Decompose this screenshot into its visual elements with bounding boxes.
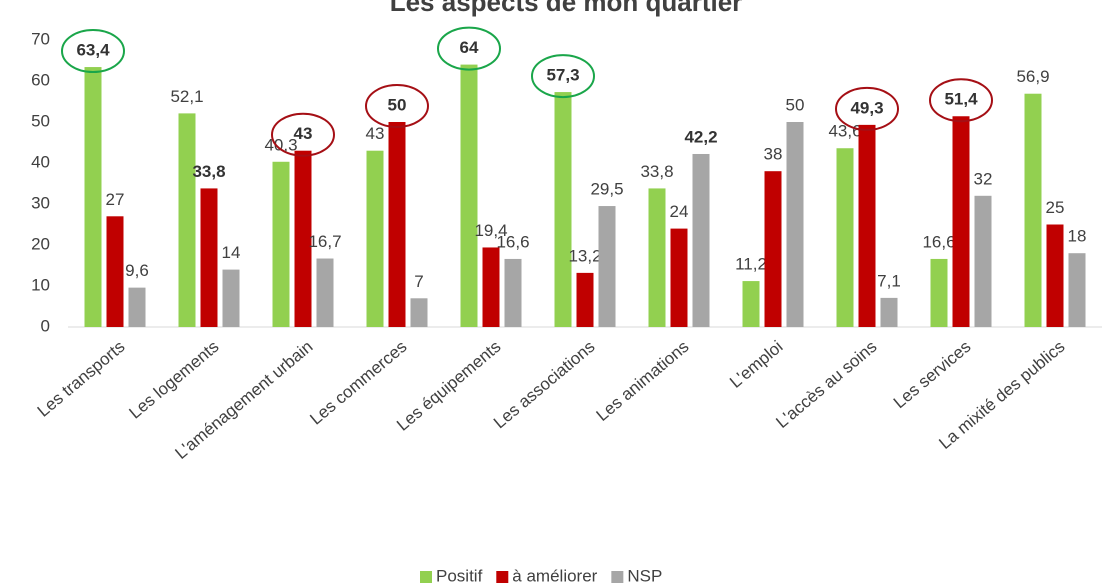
data-label: 16,6: [496, 232, 529, 251]
data-label: 50: [388, 95, 407, 114]
data-label: 14: [222, 243, 241, 262]
data-label: 16,6: [922, 232, 955, 251]
bar: [1024, 93, 1042, 328]
data-label: 33,8: [192, 162, 225, 181]
y-tick-label: 70: [31, 29, 50, 48]
x-tick-label: Les transports: [34, 337, 129, 421]
y-tick-label: 60: [31, 70, 50, 89]
highlight-circle: [365, 84, 429, 128]
data-label: 52,1: [170, 87, 203, 106]
bar: [598, 206, 616, 327]
data-label: 38: [764, 145, 783, 164]
x-tick-label: L'emploi: [726, 337, 786, 392]
y-tick-label: 30: [31, 193, 50, 212]
data-label: 25: [1046, 198, 1065, 217]
bar: [858, 124, 876, 328]
bar: [742, 281, 760, 327]
bar: [670, 228, 688, 327]
data-label: 11,2: [735, 255, 767, 274]
x-tick-label: Les commerces: [306, 337, 410, 429]
data-label: 9,6: [125, 261, 149, 280]
bar: [316, 258, 334, 327]
highlight-circle: [437, 26, 501, 71]
bar: [554, 92, 572, 327]
bar: [1068, 253, 1086, 327]
bar: [410, 298, 428, 327]
data-label: 43: [294, 124, 313, 143]
bar: [836, 148, 854, 327]
bar: [84, 67, 102, 327]
data-label: 43,6: [828, 122, 861, 141]
data-label: 7,1: [877, 271, 901, 290]
x-tick-label: L'accès au soins: [772, 337, 880, 432]
bar: [974, 195, 992, 327]
data-label: 64: [460, 38, 479, 57]
y-tick-label: 20: [31, 234, 50, 253]
bar: [576, 272, 594, 327]
data-label: 24: [670, 202, 689, 221]
data-label: 19,4: [474, 221, 507, 240]
x-tick-label: Les animations: [593, 337, 693, 425]
data-label: 32: [974, 169, 993, 188]
bar: [178, 113, 196, 327]
legend-label: à améliorer: [512, 566, 597, 585]
bar: [460, 64, 478, 327]
bar: [482, 247, 500, 327]
legend-swatch: [496, 571, 509, 583]
highlight-circle: [61, 29, 125, 74]
data-label: 42,2: [684, 127, 717, 146]
data-label: 43: [366, 124, 385, 143]
data-label: 33,8: [640, 162, 673, 181]
bar: [504, 258, 522, 327]
y-tick-label: 40: [31, 152, 50, 171]
highlight-circle: [271, 112, 335, 157]
data-label: 57,3: [546, 66, 579, 85]
highlight-circle: [835, 86, 899, 131]
bar: [692, 153, 710, 327]
legend-swatch: [420, 571, 432, 583]
x-tick-label: Les logements: [126, 337, 223, 423]
bar: [952, 116, 970, 327]
data-label: 50: [786, 95, 805, 114]
bar: [930, 258, 948, 327]
bar: [200, 188, 218, 327]
legend-label: Positif: [436, 566, 483, 585]
bar: [106, 216, 124, 327]
data-label: 18: [1068, 227, 1087, 246]
legend-swatch: [611, 571, 624, 583]
data-label: 13,2: [568, 246, 601, 265]
bar: [648, 188, 666, 327]
bar: [786, 122, 804, 327]
x-tick-label: Les services: [890, 337, 975, 412]
data-label: 7: [414, 272, 423, 291]
x-tick-label: Les associations: [490, 337, 598, 432]
highlight-circle: [531, 54, 595, 99]
data-label: 27: [106, 190, 125, 209]
bar: [222, 269, 240, 327]
bar: [1046, 224, 1064, 327]
chart-title: Les aspects de mon quartier: [390, 0, 743, 17]
bar: [880, 297, 898, 327]
data-label: 49,3: [850, 98, 883, 117]
legend-label: NSP: [627, 566, 662, 585]
bar: [272, 161, 290, 327]
data-label: 63,4: [76, 41, 110, 60]
data-label: 56,9: [1016, 67, 1049, 86]
bar: [764, 171, 782, 327]
data-label: 29,5: [590, 180, 623, 199]
y-tick-label: 50: [31, 111, 50, 130]
data-label: 16,7: [308, 232, 341, 251]
y-tick-label: 0: [41, 316, 50, 335]
y-tick-label: 10: [31, 275, 50, 294]
bar: [366, 150, 384, 327]
bar: [128, 287, 146, 327]
bar: [388, 122, 406, 327]
bar: [294, 150, 312, 327]
highlight-circle: [929, 78, 993, 123]
data-label: 51,4: [944, 90, 978, 109]
